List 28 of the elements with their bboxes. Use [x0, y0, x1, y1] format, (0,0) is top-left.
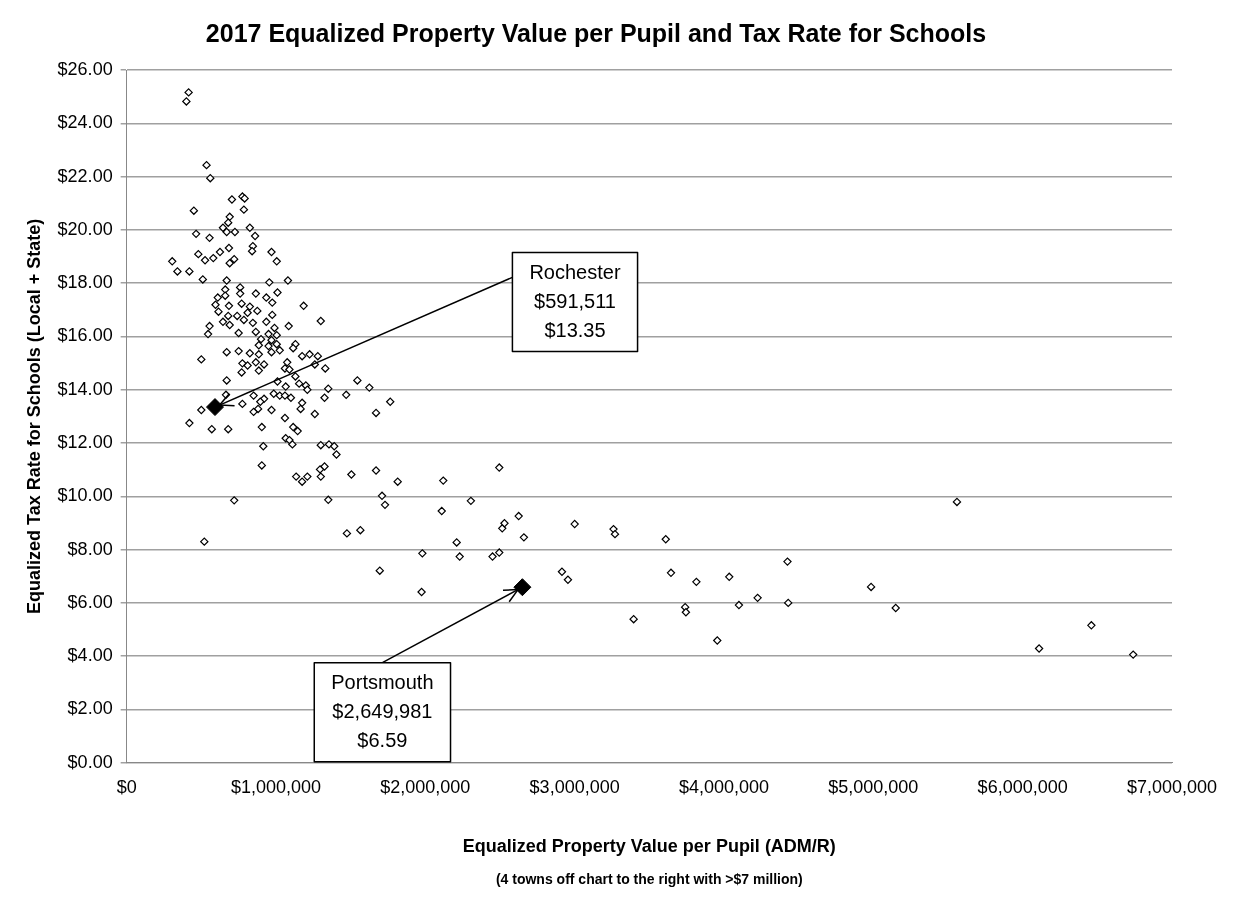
y-tick-label: $2.00 [67, 698, 113, 719]
x-tick-label: $7,000,000 [1126, 776, 1218, 797]
y-tick-label: $24.00 [57, 112, 113, 133]
y-tick-label: $8.00 [67, 538, 113, 559]
annotation: Rochester $591,511 $13.35 [529, 260, 621, 341]
x-tick-label: $3,000,000 [529, 776, 620, 797]
x-axis-title: Equalized Property Value per Pupil (ADM/R) [462, 836, 836, 857]
y-tick-label: $18.00 [57, 272, 113, 293]
x-tick-label: $0 [116, 776, 137, 797]
y-tick-label: $22.00 [57, 165, 113, 186]
x-tick-label: $2,000,000 [380, 776, 471, 797]
x-tick-label: $4,000,000 [678, 776, 770, 797]
y-tick-label: $16.00 [57, 325, 113, 346]
y-tick-label: $14.00 [57, 378, 113, 399]
y-tick-label: $26.00 [57, 58, 113, 79]
annotation: Portsmouth $2,649,981 $6.59 [331, 670, 434, 751]
chart-title: 2017 Equalized Property Value per Pupil and Tax Rate for Schools [205, 18, 987, 47]
x-tick-label: $6,000,000 [977, 776, 1068, 797]
y-axis-title: Equalized Tax Rate for Schools (Local + State) [23, 218, 44, 615]
y-tick-label: $20.00 [57, 218, 113, 239]
y-tick-label: $0.00 [67, 751, 113, 772]
x-tick-label: $5,000,000 [828, 776, 919, 797]
y-tick-label: $4.00 [67, 645, 113, 666]
y-tick-label: $6.00 [67, 591, 113, 612]
y-tick-label: $10.00 [57, 485, 113, 506]
y-tick-label: $12.00 [57, 432, 113, 453]
x-tick-label: $1,000,000 [230, 776, 322, 797]
text: (4 towns off chart to the right with >$7 million) [495, 870, 803, 887]
